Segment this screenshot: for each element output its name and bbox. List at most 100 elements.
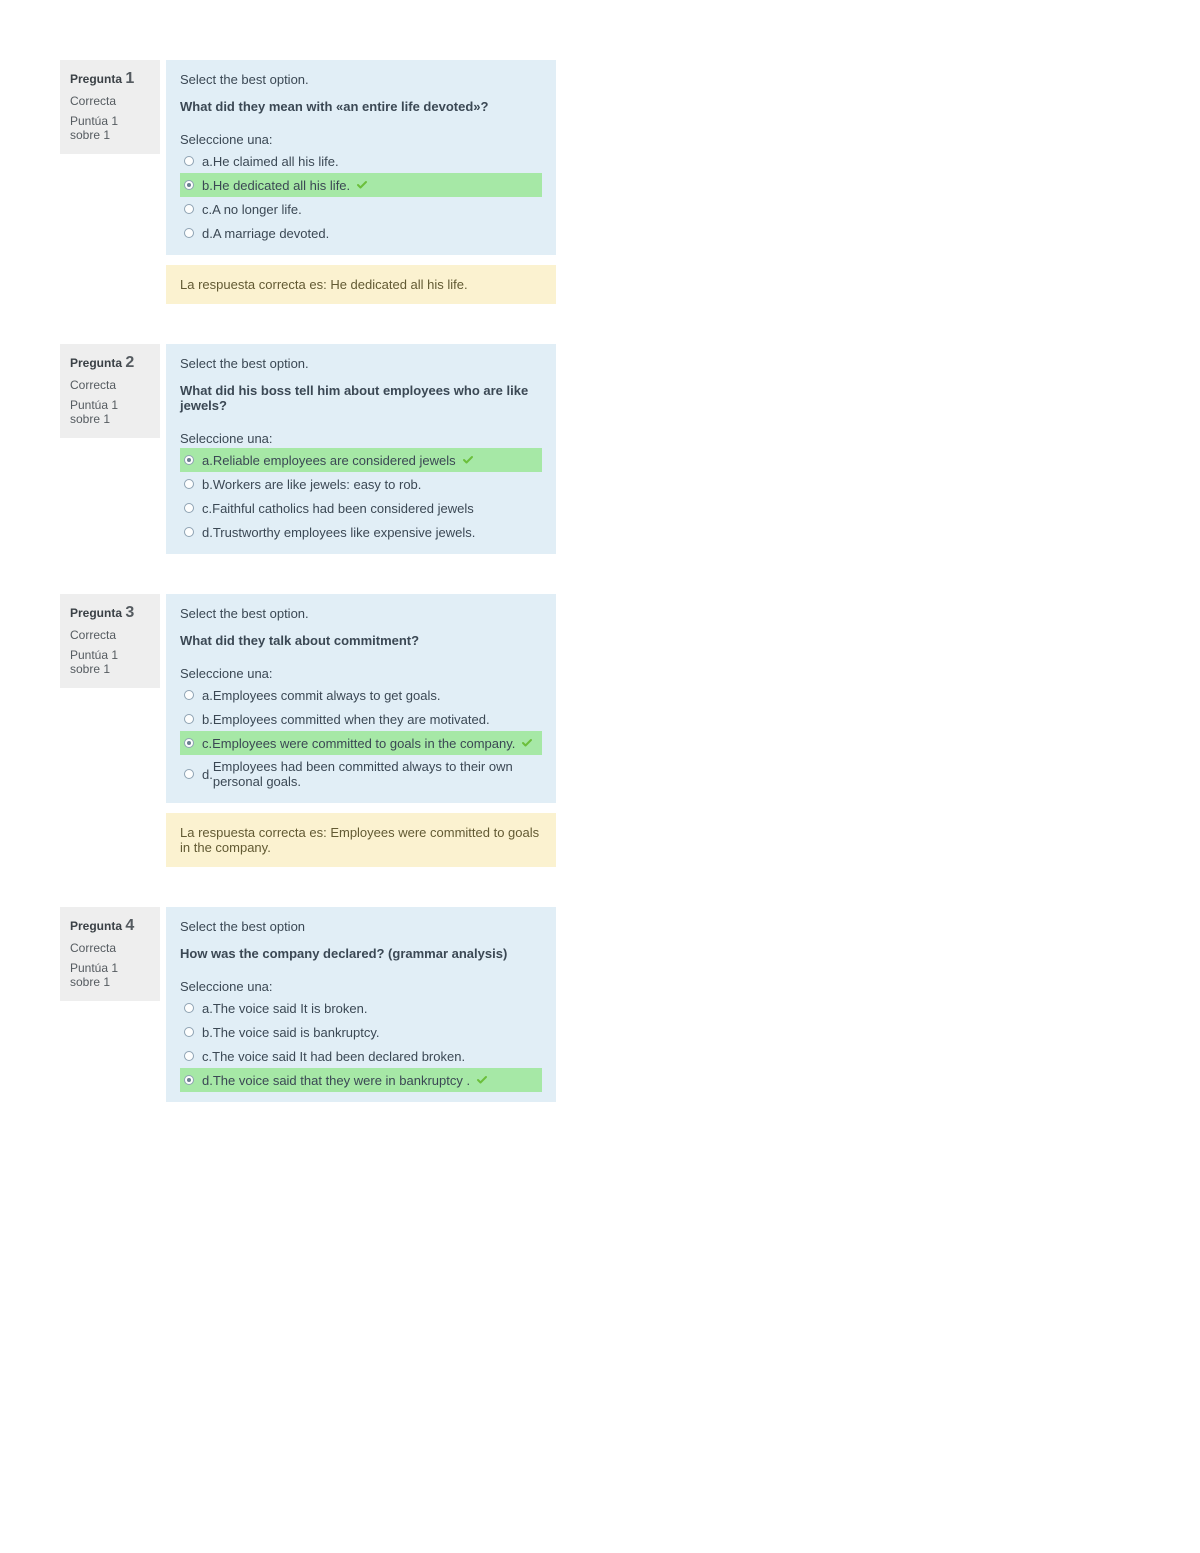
radio-icon[interactable]	[184, 1003, 194, 1013]
quiz-page: Pregunta 1 Correcta Puntúa 1 sobre 1 Select…	[0, 0, 1200, 1202]
radio-icon[interactable]	[184, 503, 194, 513]
answer-option[interactable]: a. The voice said It is broken.	[180, 996, 542, 1020]
question-number-label: Pregunta 3	[70, 604, 150, 622]
answer-option[interactable]: d. Trustworthy employees like expensive …	[180, 520, 542, 544]
question-feedback: La respuesta correcta es: Employees were…	[166, 813, 556, 867]
question-text: What did they mean with «an entire life …	[180, 99, 542, 114]
question-formulation: Select the best option. What did they tal…	[166, 594, 556, 803]
question-grade: Puntúa 1 sobre 1	[70, 648, 150, 676]
option-letter: a.	[202, 154, 213, 169]
option-text: A marriage devoted.	[213, 226, 329, 241]
option-letter: b.	[202, 712, 213, 727]
question-block: Pregunta 4CorrectaPuntúa 1 sobre 1Select…	[60, 907, 1140, 1102]
question-grade: Puntúa 1 sobre 1	[70, 114, 150, 142]
option-letter: c.	[202, 501, 212, 516]
question-number: 1	[125, 70, 134, 87]
answer-option[interactable]: c. A no longer life.	[180, 197, 542, 221]
radio-icon[interactable]	[184, 1027, 194, 1037]
option-text: The voice said It is broken.	[213, 1001, 368, 1016]
option-text: Employees commit always to get goals.	[213, 688, 441, 703]
option-text: Employees were committed to goals in the…	[212, 736, 515, 751]
option-text: Trustworthy employees like expensive jew…	[213, 525, 476, 540]
question-word: Pregunta	[70, 919, 122, 933]
question-content: Select the best option. What did his boss…	[166, 344, 556, 554]
question-text: How was the company declared? (grammar a…	[180, 946, 542, 961]
question-number: 4	[125, 917, 134, 934]
question-block: Pregunta 1CorrectaPuntúa 1 sobre 1Select…	[60, 60, 1140, 304]
check-icon	[462, 454, 474, 466]
question-info: Pregunta 3CorrectaPuntúa 1 sobre 1	[60, 594, 160, 688]
answer-option[interactable]: c. Employees were committed to goals in …	[180, 731, 542, 755]
radio-icon[interactable]	[184, 1051, 194, 1061]
question-info: Pregunta 2 Correcta Puntúa 1 sobre 1	[60, 344, 160, 438]
radio-icon[interactable]	[184, 690, 194, 700]
question-number-label: Pregunta 2	[70, 354, 150, 372]
answer-option[interactable]: d. Employees had been committed always t…	[180, 755, 542, 793]
radio-icon[interactable]	[184, 204, 194, 214]
option-letter: b.	[202, 1025, 213, 1040]
feedback-answer: He dedicated all his life.	[330, 277, 467, 292]
question-number-label: Pregunta 4	[70, 917, 150, 935]
answer-option[interactable]: b. The voice said is bankruptcy.	[180, 1020, 542, 1044]
question-block: Pregunta 2 Correcta Puntúa 1 sobre 1 Select…	[60, 344, 1140, 554]
select-prompt: Seleccione una:	[180, 431, 542, 446]
question-feedback: La respuesta correcta es: He dedicated a…	[166, 265, 556, 304]
question-state: Correcta	[70, 378, 150, 392]
answer-option[interactable]: b. He dedicated all his life.	[180, 173, 542, 197]
question-instruction: Select the best option.	[180, 356, 542, 371]
option-letter: a.	[202, 688, 213, 703]
answer-option[interactable]: a. Reliable employees are considered jew…	[180, 448, 542, 472]
answer-option[interactable]: c. Faithful catholics had been considere…	[180, 496, 542, 520]
check-icon	[521, 737, 533, 749]
question-number: 3	[125, 604, 134, 621]
radio-icon[interactable]	[184, 455, 194, 465]
question-text: What did they talk about commitment?	[180, 633, 542, 648]
question-content: Select the best optionHow was the compan…	[166, 907, 556, 1102]
answer-list: a. The voice said It is broken.b. The vo…	[180, 996, 542, 1092]
question-formulation: Select the best optionHow was the compan…	[166, 907, 556, 1102]
question-instruction: Select the best option.	[180, 606, 542, 621]
radio-icon[interactable]	[184, 180, 194, 190]
question-content: Select the best option. What did they tal…	[166, 594, 556, 867]
option-text: Faithful catholics had been considered j…	[212, 501, 474, 516]
question-content: Select the best option. What did they mea…	[166, 60, 556, 304]
option-text: The voice said It had been declared brok…	[212, 1049, 465, 1064]
radio-icon[interactable]	[184, 1075, 194, 1085]
question-word: Pregunta	[70, 606, 122, 620]
radio-icon[interactable]	[184, 714, 194, 724]
option-text: Employees committed when they are motiva…	[213, 712, 490, 727]
question-text: What did his boss tell him about employe…	[180, 383, 542, 413]
feedback-prefix: La respuesta correcta es:	[180, 825, 330, 840]
option-letter: b.	[202, 477, 213, 492]
option-text: The voice said is bankruptcy.	[213, 1025, 380, 1040]
option-letter: b.	[202, 178, 213, 193]
question-instruction: Select the best option.	[180, 72, 542, 87]
option-text: He dedicated all his life.	[213, 178, 350, 193]
option-text: Reliable employees are considered jewels	[213, 453, 456, 468]
answer-option[interactable]: a. He claimed all his life.	[180, 149, 542, 173]
answer-option[interactable]: a. Employees commit always to get goals.	[180, 683, 542, 707]
answer-option[interactable]: d. A marriage devoted.	[180, 221, 542, 245]
option-letter: a.	[202, 453, 213, 468]
radio-icon[interactable]	[184, 479, 194, 489]
radio-icon[interactable]	[184, 738, 194, 748]
radio-icon[interactable]	[184, 156, 194, 166]
option-letter: a.	[202, 1001, 213, 1016]
select-prompt: Seleccione una:	[180, 666, 542, 681]
question-word: Pregunta	[70, 356, 122, 370]
answer-option[interactable]: b. Employees committed when they are mot…	[180, 707, 542, 731]
option-text: A no longer life.	[212, 202, 302, 217]
radio-icon[interactable]	[184, 527, 194, 537]
option-letter: d.	[202, 767, 213, 782]
answer-option[interactable]: c. The voice said It had been declared b…	[180, 1044, 542, 1068]
check-icon	[356, 179, 368, 191]
answer-option[interactable]: b. Workers are like jewels: easy to rob.	[180, 472, 542, 496]
radio-icon[interactable]	[184, 769, 194, 779]
option-letter: c.	[202, 202, 212, 217]
answer-option[interactable]: d. The voice said that they were in bank…	[180, 1068, 542, 1092]
question-grade: Puntúa 1 sobre 1	[70, 398, 150, 426]
feedback-prefix: La respuesta correcta es:	[180, 277, 330, 292]
radio-icon[interactable]	[184, 228, 194, 238]
answer-list: a. Reliable employees are considered jew…	[180, 448, 542, 544]
question-state: Correcta	[70, 94, 150, 108]
